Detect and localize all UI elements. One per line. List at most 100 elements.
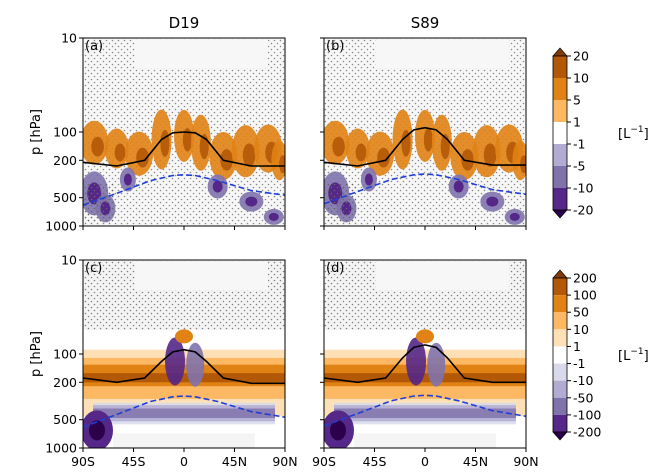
colorbar-tick-label: -5 xyxy=(573,159,585,174)
x-tick-label: 90S xyxy=(71,454,95,469)
colorbar-frame xyxy=(552,277,568,433)
dashed-boundary-line xyxy=(324,173,526,205)
orange-band xyxy=(324,373,526,383)
purple-blob-core xyxy=(486,196,499,207)
y-tick-label: 500 xyxy=(53,190,77,205)
panel-b xyxy=(324,38,526,226)
tropopause-line xyxy=(83,348,285,385)
orange-blob-core xyxy=(401,129,411,157)
colorbar-tick-label: -10 xyxy=(573,181,593,196)
colorbar-tick-label: -200 xyxy=(573,425,601,440)
purple-blob-core xyxy=(123,173,132,186)
colorbar-segment xyxy=(553,329,567,347)
purple-blob-core xyxy=(364,173,373,186)
orange-blob-core xyxy=(182,128,192,152)
colorbar-tick-label: -20 xyxy=(573,203,593,218)
colorbar-segment xyxy=(553,166,567,188)
purple-band xyxy=(334,408,516,419)
colorbar-extend-bottom xyxy=(552,431,568,441)
orange-blob-core xyxy=(520,155,526,174)
y-tick-label: 1000 xyxy=(45,441,77,456)
colorbar-tick-label: -1 xyxy=(573,137,585,152)
orange-blob-core xyxy=(483,143,497,167)
y-tick-label: 100 xyxy=(53,125,77,140)
panel-title-d19: D19 xyxy=(169,14,200,32)
x-tick-label: 90N xyxy=(513,454,538,469)
colorbar-segment xyxy=(553,278,567,296)
colorbar-segment xyxy=(553,312,567,330)
orange-blob-core xyxy=(220,149,233,171)
y-tick-label: 1000 xyxy=(45,219,77,234)
lower-region xyxy=(113,433,255,448)
panel-c xyxy=(83,260,285,448)
colorbar-tick-label: 50 xyxy=(573,305,589,320)
colorbar-segment xyxy=(553,346,567,364)
y-tick-label: 10 xyxy=(61,31,77,46)
colorbar-segment xyxy=(553,100,567,122)
orange-blob-core xyxy=(279,155,285,174)
equatorial-feature xyxy=(165,337,186,386)
colorbar-extend-bottom xyxy=(552,209,568,219)
clear-box xyxy=(135,40,268,68)
lower-region xyxy=(354,433,496,448)
panel-label: (b) xyxy=(326,39,344,54)
panel-title-s89: S89 xyxy=(411,14,440,32)
purple-blob-core xyxy=(268,212,279,221)
purple-band xyxy=(93,408,275,419)
panel-label: (a) xyxy=(85,39,103,54)
polar-blob-core xyxy=(330,420,346,441)
orange-blob-core xyxy=(461,149,474,171)
tropopause-line xyxy=(324,344,526,384)
panel-a xyxy=(83,38,285,226)
equatorial-feature xyxy=(175,329,193,344)
unit-label-bottom: [L−1] xyxy=(618,347,649,364)
colorbar-top: 20 10 5 1 -1 -5 -10 -20 xyxy=(552,47,593,219)
colorbar-bottom: 200 100 50 10 1 -1 -10 -50 -100 -200 xyxy=(552,269,601,441)
clear-box xyxy=(135,262,268,290)
dashed-boundary-line xyxy=(324,394,526,427)
colorbar-segment xyxy=(553,414,567,432)
orange-blob-core xyxy=(355,143,367,162)
colorbar-segment xyxy=(553,397,567,415)
clear-box xyxy=(376,262,509,290)
x-tick-label: 45N xyxy=(222,454,247,469)
colorbar-tick-label: 100 xyxy=(573,288,597,303)
colorbar-tick-label: 200 xyxy=(573,271,597,286)
orange-blob-core xyxy=(136,147,149,168)
colorbar-tick-label: -100 xyxy=(573,407,601,422)
colorbar-tick-label: 1 xyxy=(573,339,581,354)
colorbar-segment xyxy=(553,380,567,398)
orange-blob-core xyxy=(423,128,433,152)
y-tick-label: 100 xyxy=(53,347,77,362)
purple-blob-core xyxy=(245,196,258,207)
colorbar-tick-label: -50 xyxy=(573,390,593,405)
colorbar-segment xyxy=(553,188,567,210)
equatorial-feature xyxy=(416,329,434,344)
colorbar-segment xyxy=(553,144,567,166)
x-tick-label: 0 xyxy=(180,454,188,469)
colorbar-extend-top xyxy=(552,269,568,279)
orange-blob-core xyxy=(114,143,126,162)
equatorial-feature xyxy=(186,342,205,387)
orange-band xyxy=(83,373,285,383)
x-tick-label: 45N xyxy=(463,454,488,469)
colorbar-extend-top xyxy=(552,47,568,57)
colorbar-tick-label: 20 xyxy=(573,49,589,64)
colorbar-segment xyxy=(553,78,567,100)
orange-blob-core xyxy=(332,136,345,157)
colorbar-segment xyxy=(553,363,567,381)
dashed-boundary-line xyxy=(83,395,285,428)
colorbar-segment xyxy=(553,295,567,313)
axes: (a)101002005001000(b)(c)1010020050010009… xyxy=(45,31,538,470)
panel-label: (d) xyxy=(326,261,344,276)
orange-blob-core xyxy=(242,143,256,167)
unit-label-top: [L−1] xyxy=(618,125,649,142)
clear-box xyxy=(376,40,509,68)
x-tick-label: 0 xyxy=(421,454,429,469)
colorbar-tick-label: 5 xyxy=(573,93,581,108)
orange-blob-core xyxy=(160,129,170,157)
x-tick-label: 90S xyxy=(312,454,336,469)
purple-blob-core xyxy=(453,180,464,193)
purple-blob-core xyxy=(212,180,223,193)
